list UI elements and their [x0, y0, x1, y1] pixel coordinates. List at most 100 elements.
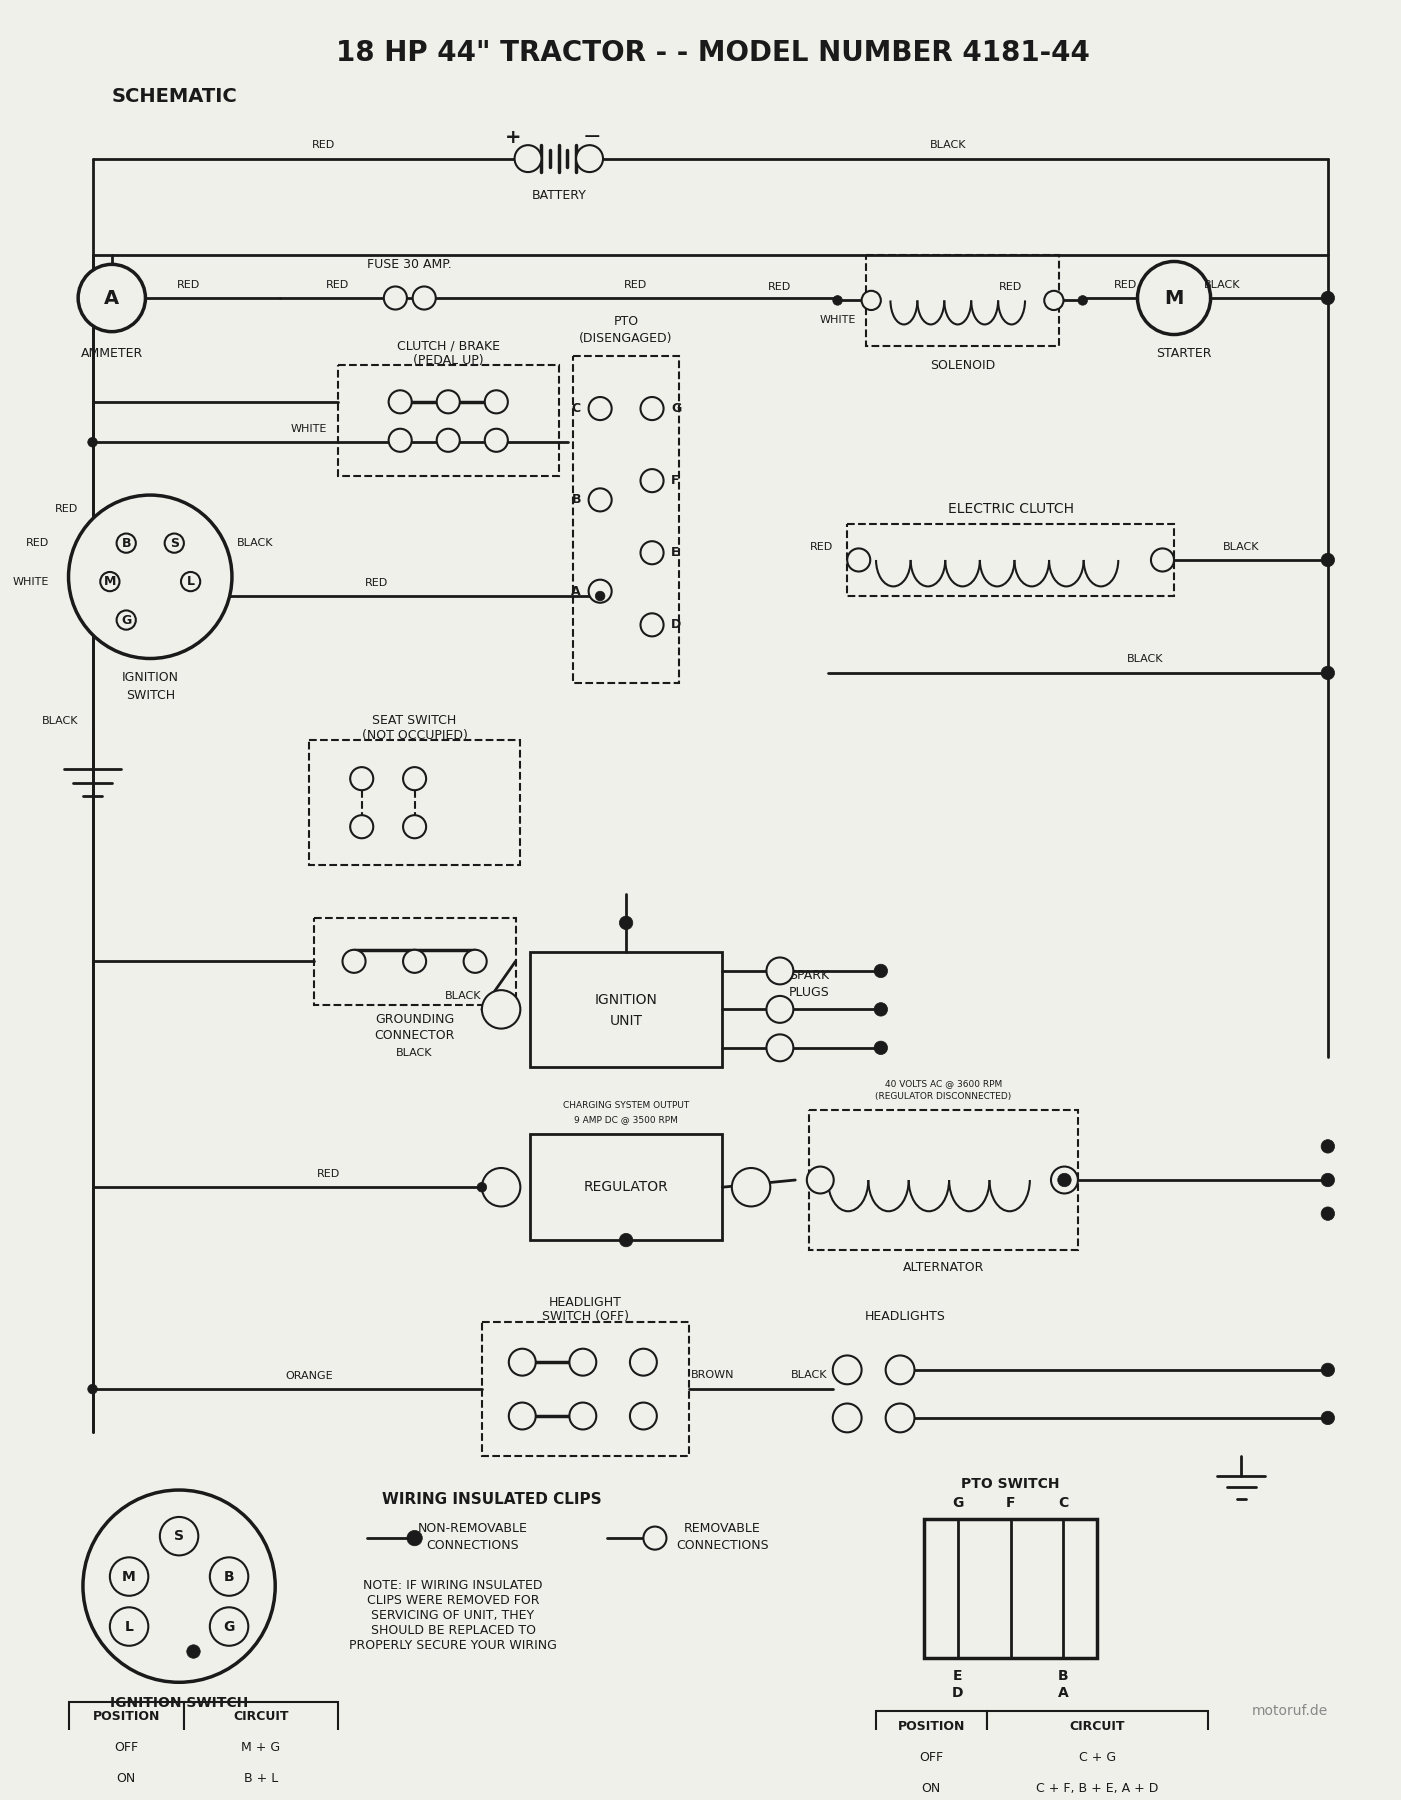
Text: G: G	[120, 614, 132, 626]
Text: NOTE: IF WIRING INSULATED
CLIPS WERE REMOVED FOR
SERVICING OF UNIT, THEY
SHOULD : NOTE: IF WIRING INSULATED CLIPS WERE REM…	[349, 1579, 558, 1652]
Text: ON: ON	[116, 1771, 136, 1786]
Text: D: D	[671, 619, 681, 632]
Circle shape	[165, 533, 184, 553]
Text: WIRING INSULATED CLIPS: WIRING INSULATED CLIPS	[381, 1492, 601, 1507]
Circle shape	[350, 815, 373, 839]
Circle shape	[88, 1384, 97, 1393]
Bar	[338, 365, 559, 475]
Text: A: A	[1058, 1687, 1069, 1699]
Circle shape	[807, 1166, 834, 1193]
Circle shape	[848, 549, 870, 571]
Circle shape	[766, 1035, 793, 1062]
Bar	[69, 1701, 184, 1732]
Text: BLACK: BLACK	[790, 1370, 827, 1379]
Text: M: M	[104, 574, 116, 589]
Text: (NOT OCCUPIED): (NOT OCCUPIED)	[361, 729, 468, 742]
Circle shape	[160, 1517, 199, 1555]
Text: RED: RED	[623, 279, 647, 290]
Circle shape	[588, 398, 612, 419]
Bar	[314, 918, 516, 1004]
Text: IGNITION: IGNITION	[122, 671, 179, 684]
Circle shape	[630, 1402, 657, 1429]
Circle shape	[406, 1530, 422, 1546]
Circle shape	[1051, 1166, 1077, 1193]
Text: HEADLIGHT: HEADLIGHT	[549, 1296, 622, 1309]
Circle shape	[437, 428, 460, 452]
Circle shape	[1058, 1174, 1072, 1186]
Text: FUSE 30 AMP.: FUSE 30 AMP.	[367, 257, 453, 270]
Circle shape	[478, 1183, 486, 1192]
Circle shape	[509, 1402, 535, 1429]
Circle shape	[210, 1607, 248, 1645]
Text: SOLENOID: SOLENOID	[930, 358, 995, 373]
Circle shape	[643, 1526, 667, 1550]
Text: C: C	[572, 401, 581, 416]
Text: POSITION: POSITION	[92, 1710, 160, 1723]
Circle shape	[862, 292, 881, 310]
Text: F: F	[1006, 1496, 1016, 1510]
Circle shape	[101, 572, 119, 590]
Text: 40 VOLTS AC @ 3600 RPM: 40 VOLTS AC @ 3600 RPM	[884, 1078, 1002, 1087]
Circle shape	[413, 286, 436, 310]
Circle shape	[832, 295, 842, 306]
Text: WHITE: WHITE	[13, 576, 49, 587]
Circle shape	[832, 1355, 862, 1384]
Text: A: A	[104, 288, 119, 308]
Text: RED: RED	[1114, 279, 1138, 290]
Circle shape	[482, 990, 520, 1028]
Text: RED: RED	[810, 542, 832, 551]
Bar	[308, 740, 520, 866]
Text: (DISENGAGED): (DISENGAGED)	[580, 331, 672, 346]
Text: CHARGING SYSTEM OUTPUT: CHARGING SYSTEM OUTPUT	[563, 1102, 689, 1111]
Circle shape	[731, 1168, 771, 1206]
Bar	[876, 1773, 986, 1800]
Circle shape	[509, 1348, 535, 1375]
Circle shape	[832, 1404, 862, 1433]
Circle shape	[1138, 261, 1210, 335]
Text: BLACK: BLACK	[930, 140, 967, 149]
Circle shape	[181, 572, 200, 590]
Bar	[986, 1742, 1208, 1773]
Circle shape	[109, 1607, 149, 1645]
Circle shape	[1321, 553, 1335, 567]
Text: RED: RED	[55, 504, 78, 515]
Circle shape	[437, 391, 460, 414]
Text: CIRCUIT: CIRCUIT	[233, 1710, 289, 1723]
Circle shape	[1152, 549, 1174, 571]
Text: PLUGS: PLUGS	[789, 986, 829, 999]
Text: BROWN: BROWN	[691, 1370, 734, 1379]
Text: (PEDAL UP): (PEDAL UP)	[413, 355, 483, 367]
Bar	[876, 1712, 986, 1742]
Circle shape	[388, 391, 412, 414]
Circle shape	[1077, 295, 1087, 306]
Circle shape	[350, 767, 373, 790]
Text: SWITCH: SWITCH	[126, 689, 175, 702]
Text: C: C	[1058, 1496, 1069, 1510]
Text: IGNITION: IGNITION	[594, 994, 657, 1006]
Circle shape	[88, 437, 97, 446]
Circle shape	[640, 398, 664, 419]
Text: F: F	[671, 473, 679, 488]
Circle shape	[569, 1348, 597, 1375]
Bar	[986, 1773, 1208, 1800]
Circle shape	[485, 391, 507, 414]
Text: OFF: OFF	[919, 1751, 943, 1764]
Bar	[69, 1762, 184, 1795]
Circle shape	[640, 542, 664, 563]
Text: RED: RED	[999, 283, 1023, 292]
Text: S: S	[174, 1530, 184, 1543]
Text: L: L	[125, 1620, 133, 1634]
Text: PTO: PTO	[614, 315, 639, 328]
Circle shape	[595, 590, 605, 601]
Circle shape	[83, 1490, 275, 1683]
Text: HEADLIGHTS: HEADLIGHTS	[864, 1310, 946, 1323]
Text: B: B	[224, 1570, 234, 1584]
Circle shape	[403, 767, 426, 790]
Text: STARTER: STARTER	[1156, 347, 1212, 360]
Text: BLACK: BLACK	[396, 1048, 433, 1058]
Circle shape	[569, 1402, 597, 1429]
Text: SPARK: SPARK	[789, 968, 829, 983]
Circle shape	[619, 1233, 633, 1247]
Circle shape	[482, 1168, 520, 1206]
Circle shape	[109, 1557, 149, 1597]
